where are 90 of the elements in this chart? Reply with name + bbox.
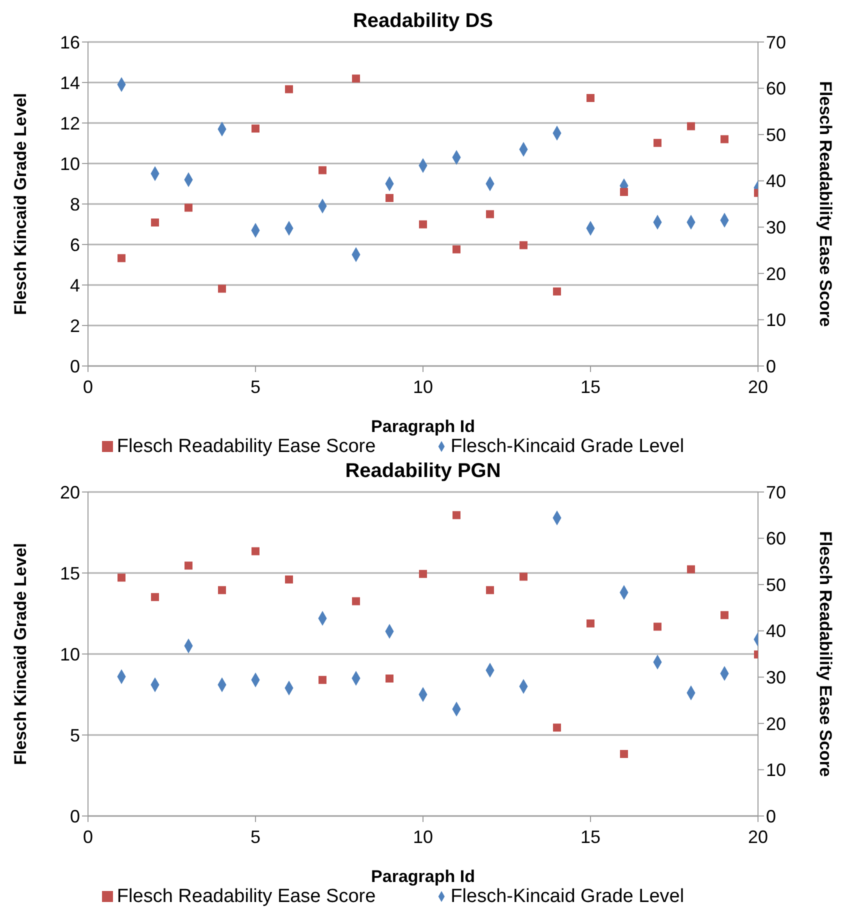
point <box>118 574 126 582</box>
point <box>285 575 293 584</box>
point <box>318 676 326 684</box>
x-tick-label: 15 <box>580 376 601 397</box>
point <box>654 622 662 631</box>
point <box>285 85 293 94</box>
point <box>553 724 561 732</box>
point <box>553 287 561 296</box>
point <box>486 210 494 218</box>
y2-axis-title: Flesch Readability Ease Score <box>816 81 835 327</box>
y2-tick-label: 70 <box>766 482 786 502</box>
y2-axis-title: Flesch Readability Ease Score <box>816 531 835 777</box>
y-tick-label: 6 <box>70 234 80 255</box>
y2-tick-label: 40 <box>766 621 786 642</box>
point <box>586 619 594 628</box>
y2-tick-label: 50 <box>766 124 786 145</box>
point <box>352 74 360 83</box>
point <box>151 593 159 602</box>
point <box>520 241 528 250</box>
y2-tick-label: 30 <box>766 218 786 238</box>
x-tick-label: 10 <box>412 376 434 397</box>
y-tick-label: 4 <box>70 275 80 296</box>
point <box>452 511 460 520</box>
point <box>386 674 394 683</box>
legend-label: Flesch-Kincaid Grade Level <box>450 436 684 457</box>
y-tick-label: 10 <box>60 644 80 664</box>
point <box>184 204 192 212</box>
point <box>252 547 260 556</box>
point <box>184 562 192 570</box>
point <box>452 245 460 254</box>
y2-tick-label: 40 <box>766 171 786 192</box>
y2-tick-label: 70 <box>766 32 786 52</box>
y2-tick-label: 50 <box>766 574 786 595</box>
point <box>586 94 594 102</box>
y2-tick-label: 60 <box>766 78 786 99</box>
legend-label: Flesch Readability Ease Score <box>116 886 376 907</box>
point <box>687 122 695 130</box>
y-tick-label: 5 <box>70 725 80 746</box>
legend-label: Flesch Readability Ease Score <box>116 436 376 457</box>
x-tick-label: 20 <box>748 826 768 847</box>
x-tick-label: 15 <box>580 826 601 847</box>
x-tick-label: 5 <box>250 376 261 397</box>
y-tick-label: 10 <box>60 154 80 174</box>
point <box>118 254 126 262</box>
legend-label: Flesch-Kincaid Grade Level <box>450 886 684 907</box>
x-tick-label: 10 <box>412 826 434 847</box>
point <box>352 597 360 606</box>
y2-tick-label: 0 <box>766 356 776 376</box>
point <box>419 570 427 578</box>
point <box>620 750 628 758</box>
point <box>620 188 628 196</box>
chart-title: Readability DS <box>352 9 494 34</box>
point <box>386 194 394 202</box>
point <box>720 611 728 620</box>
point <box>687 565 695 574</box>
y-tick-label: 16 <box>60 32 80 52</box>
y-axis-title: Flesch Kincaid Grade Level <box>11 542 30 766</box>
y2-tick-label: 30 <box>766 668 786 688</box>
y2-tick-label: 0 <box>766 806 776 826</box>
y-tick-label: 20 <box>60 482 80 502</box>
point <box>486 586 494 594</box>
x-tick-label: 0 <box>82 376 94 397</box>
point <box>318 166 326 174</box>
chart-title: Readability PGN <box>344 459 502 484</box>
point <box>419 220 427 228</box>
y2-tick-label: 20 <box>766 714 786 734</box>
y-axis-title: Flesch Kincaid Grade Level <box>11 92 30 316</box>
y-tick-label: 12 <box>60 113 80 134</box>
y-tick-label: 0 <box>70 806 80 826</box>
y2-tick-label: 10 <box>766 760 786 780</box>
x-tick-label: 5 <box>250 826 261 847</box>
y-tick-label: 8 <box>70 194 80 214</box>
y2-tick-label: 20 <box>766 264 786 284</box>
point <box>252 124 260 133</box>
point <box>520 572 528 581</box>
y-tick-label: 0 <box>70 356 80 376</box>
x-axis-title: Paragraph Id <box>371 867 475 886</box>
point <box>218 284 226 293</box>
point <box>151 218 159 227</box>
point <box>654 138 662 147</box>
y2-tick-label: 60 <box>766 528 786 549</box>
point <box>720 135 728 144</box>
x-tick-label: 0 <box>82 826 94 847</box>
x-axis-title: Paragraph Id <box>371 417 475 436</box>
point <box>218 586 226 594</box>
y-tick-label: 2 <box>70 316 80 336</box>
y-tick-label: 15 <box>60 563 80 584</box>
y-tick-label: 14 <box>60 72 80 93</box>
x-tick-label: 20 <box>748 376 768 397</box>
y2-tick-label: 10 <box>766 310 786 330</box>
